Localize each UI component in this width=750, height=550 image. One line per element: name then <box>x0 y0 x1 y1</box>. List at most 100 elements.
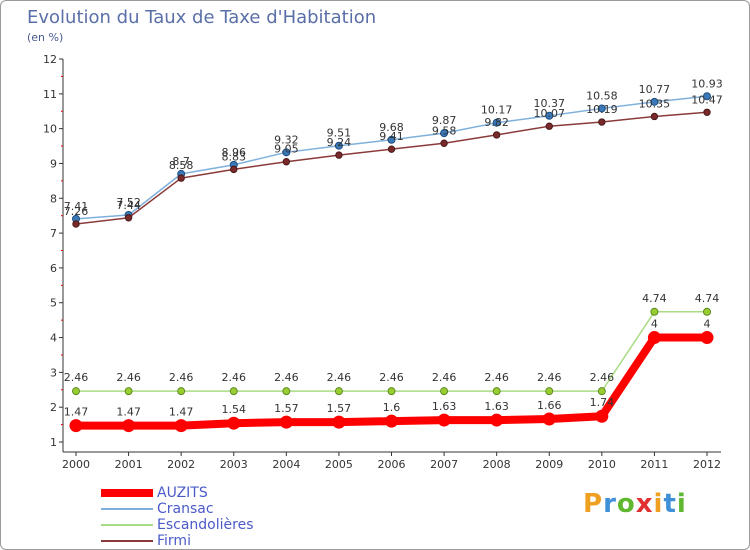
y-tick-label: 1 <box>50 436 57 449</box>
data-point <box>279 415 293 429</box>
data-point <box>703 92 711 101</box>
data-point <box>177 174 185 182</box>
data-point <box>650 307 659 316</box>
x-tick-label: 2003 <box>220 458 248 471</box>
data-label: 2.46 <box>116 371 141 384</box>
data-point <box>334 141 343 150</box>
data-point <box>440 129 449 138</box>
data-label: 2.46 <box>590 371 615 384</box>
data-point <box>227 416 241 430</box>
legend-label: Cransac <box>157 501 214 517</box>
data-point <box>335 151 343 159</box>
y-tick-label: 8 <box>50 192 57 205</box>
data-label: 4.74 <box>695 292 720 305</box>
data-label: 4.74 <box>642 292 667 305</box>
data-label: 4 <box>651 318 658 331</box>
x-tick-label: 2008 <box>483 458 511 471</box>
data-label: 10.77 <box>639 83 671 96</box>
data-label: 9.51 <box>327 127 352 140</box>
data-label: 10.35 <box>639 97 671 110</box>
y-tick-label: 3 <box>50 366 57 379</box>
data-point <box>230 165 238 174</box>
logo-letter: i <box>676 489 687 519</box>
data-label: 10.37 <box>534 97 566 110</box>
data-point <box>177 387 186 396</box>
data-label: 8.7 <box>172 155 190 168</box>
x-tick-label: 2006 <box>378 458 406 471</box>
y-tick-label: 11 <box>43 88 57 101</box>
x-tick-label: 2012 <box>693 458 721 471</box>
data-point <box>440 139 448 147</box>
data-label: 1.63 <box>484 400 509 413</box>
data-point <box>282 387 291 396</box>
data-label: 9.68 <box>379 121 404 134</box>
data-label: 8.58 <box>169 159 194 172</box>
data-label: 2.46 <box>484 371 509 384</box>
data-point <box>440 387 449 396</box>
data-point <box>490 413 504 427</box>
data-point <box>122 419 136 433</box>
data-label: 1.66 <box>537 399 562 412</box>
x-tick-label: 2010 <box>588 458 616 471</box>
proxiti-logo: Proxiti <box>583 489 687 519</box>
data-point <box>492 387 501 396</box>
data-label: 9.32 <box>274 133 299 146</box>
data-label: 7.52 <box>116 196 141 209</box>
data-point <box>282 158 291 166</box>
data-point <box>387 145 396 153</box>
y-tick-label: 7 <box>50 227 57 240</box>
legend-swatch <box>101 489 153 497</box>
data-point <box>69 419 83 433</box>
data-point <box>124 387 133 396</box>
data-point <box>334 387 343 396</box>
data-label: 2.46 <box>432 371 457 384</box>
data-label: 1.47 <box>116 406 141 419</box>
data-label: 2.46 <box>222 371 247 384</box>
data-label: 2.46 <box>537 371 562 384</box>
data-label: 1.63 <box>432 400 457 413</box>
data-point <box>700 331 714 345</box>
logo-letter: r <box>603 489 617 519</box>
chart-legend: AUZITS Cransac Escandolières Firmi <box>101 485 254 549</box>
data-label: 2.46 <box>327 371 352 384</box>
data-label: 2.46 <box>379 371 404 384</box>
data-point <box>492 131 501 139</box>
logo-letter: x <box>635 489 654 519</box>
data-label: 2.46 <box>64 371 89 384</box>
legend-label: Escandolières <box>157 517 254 533</box>
legend-swatch <box>101 540 153 542</box>
data-point <box>72 220 80 228</box>
data-point <box>492 118 501 127</box>
legend-item: Cransac <box>101 501 254 517</box>
x-tick-label: 2009 <box>535 458 563 471</box>
data-point <box>332 415 346 429</box>
data-label: 10.19 <box>586 103 618 116</box>
data-point <box>437 413 451 427</box>
data-label: 10.58 <box>586 89 618 102</box>
data-point <box>545 122 553 130</box>
data-point <box>598 118 606 126</box>
x-tick-label: 2002 <box>167 458 195 471</box>
data-point <box>229 387 238 396</box>
data-label: 1.47 <box>169 406 194 419</box>
data-label: 7.41 <box>64 200 89 213</box>
data-point <box>595 409 609 423</box>
data-point <box>72 387 80 396</box>
data-point <box>385 414 398 428</box>
data-point <box>703 307 711 316</box>
legend-swatch <box>101 508 153 510</box>
data-label: 10.93 <box>691 77 723 90</box>
data-point <box>542 412 556 426</box>
data-label: 10.07 <box>534 107 566 120</box>
data-label: 9.24 <box>327 136 352 149</box>
logo-letter: P <box>583 489 604 519</box>
data-label: 9.87 <box>432 114 457 127</box>
data-point <box>124 214 133 222</box>
data-label: 10.47 <box>691 93 723 106</box>
x-tick-label: 2005 <box>325 458 353 471</box>
legend-item: AUZITS <box>101 485 254 501</box>
data-point <box>282 148 291 157</box>
legend-label: Firmi <box>157 533 191 549</box>
